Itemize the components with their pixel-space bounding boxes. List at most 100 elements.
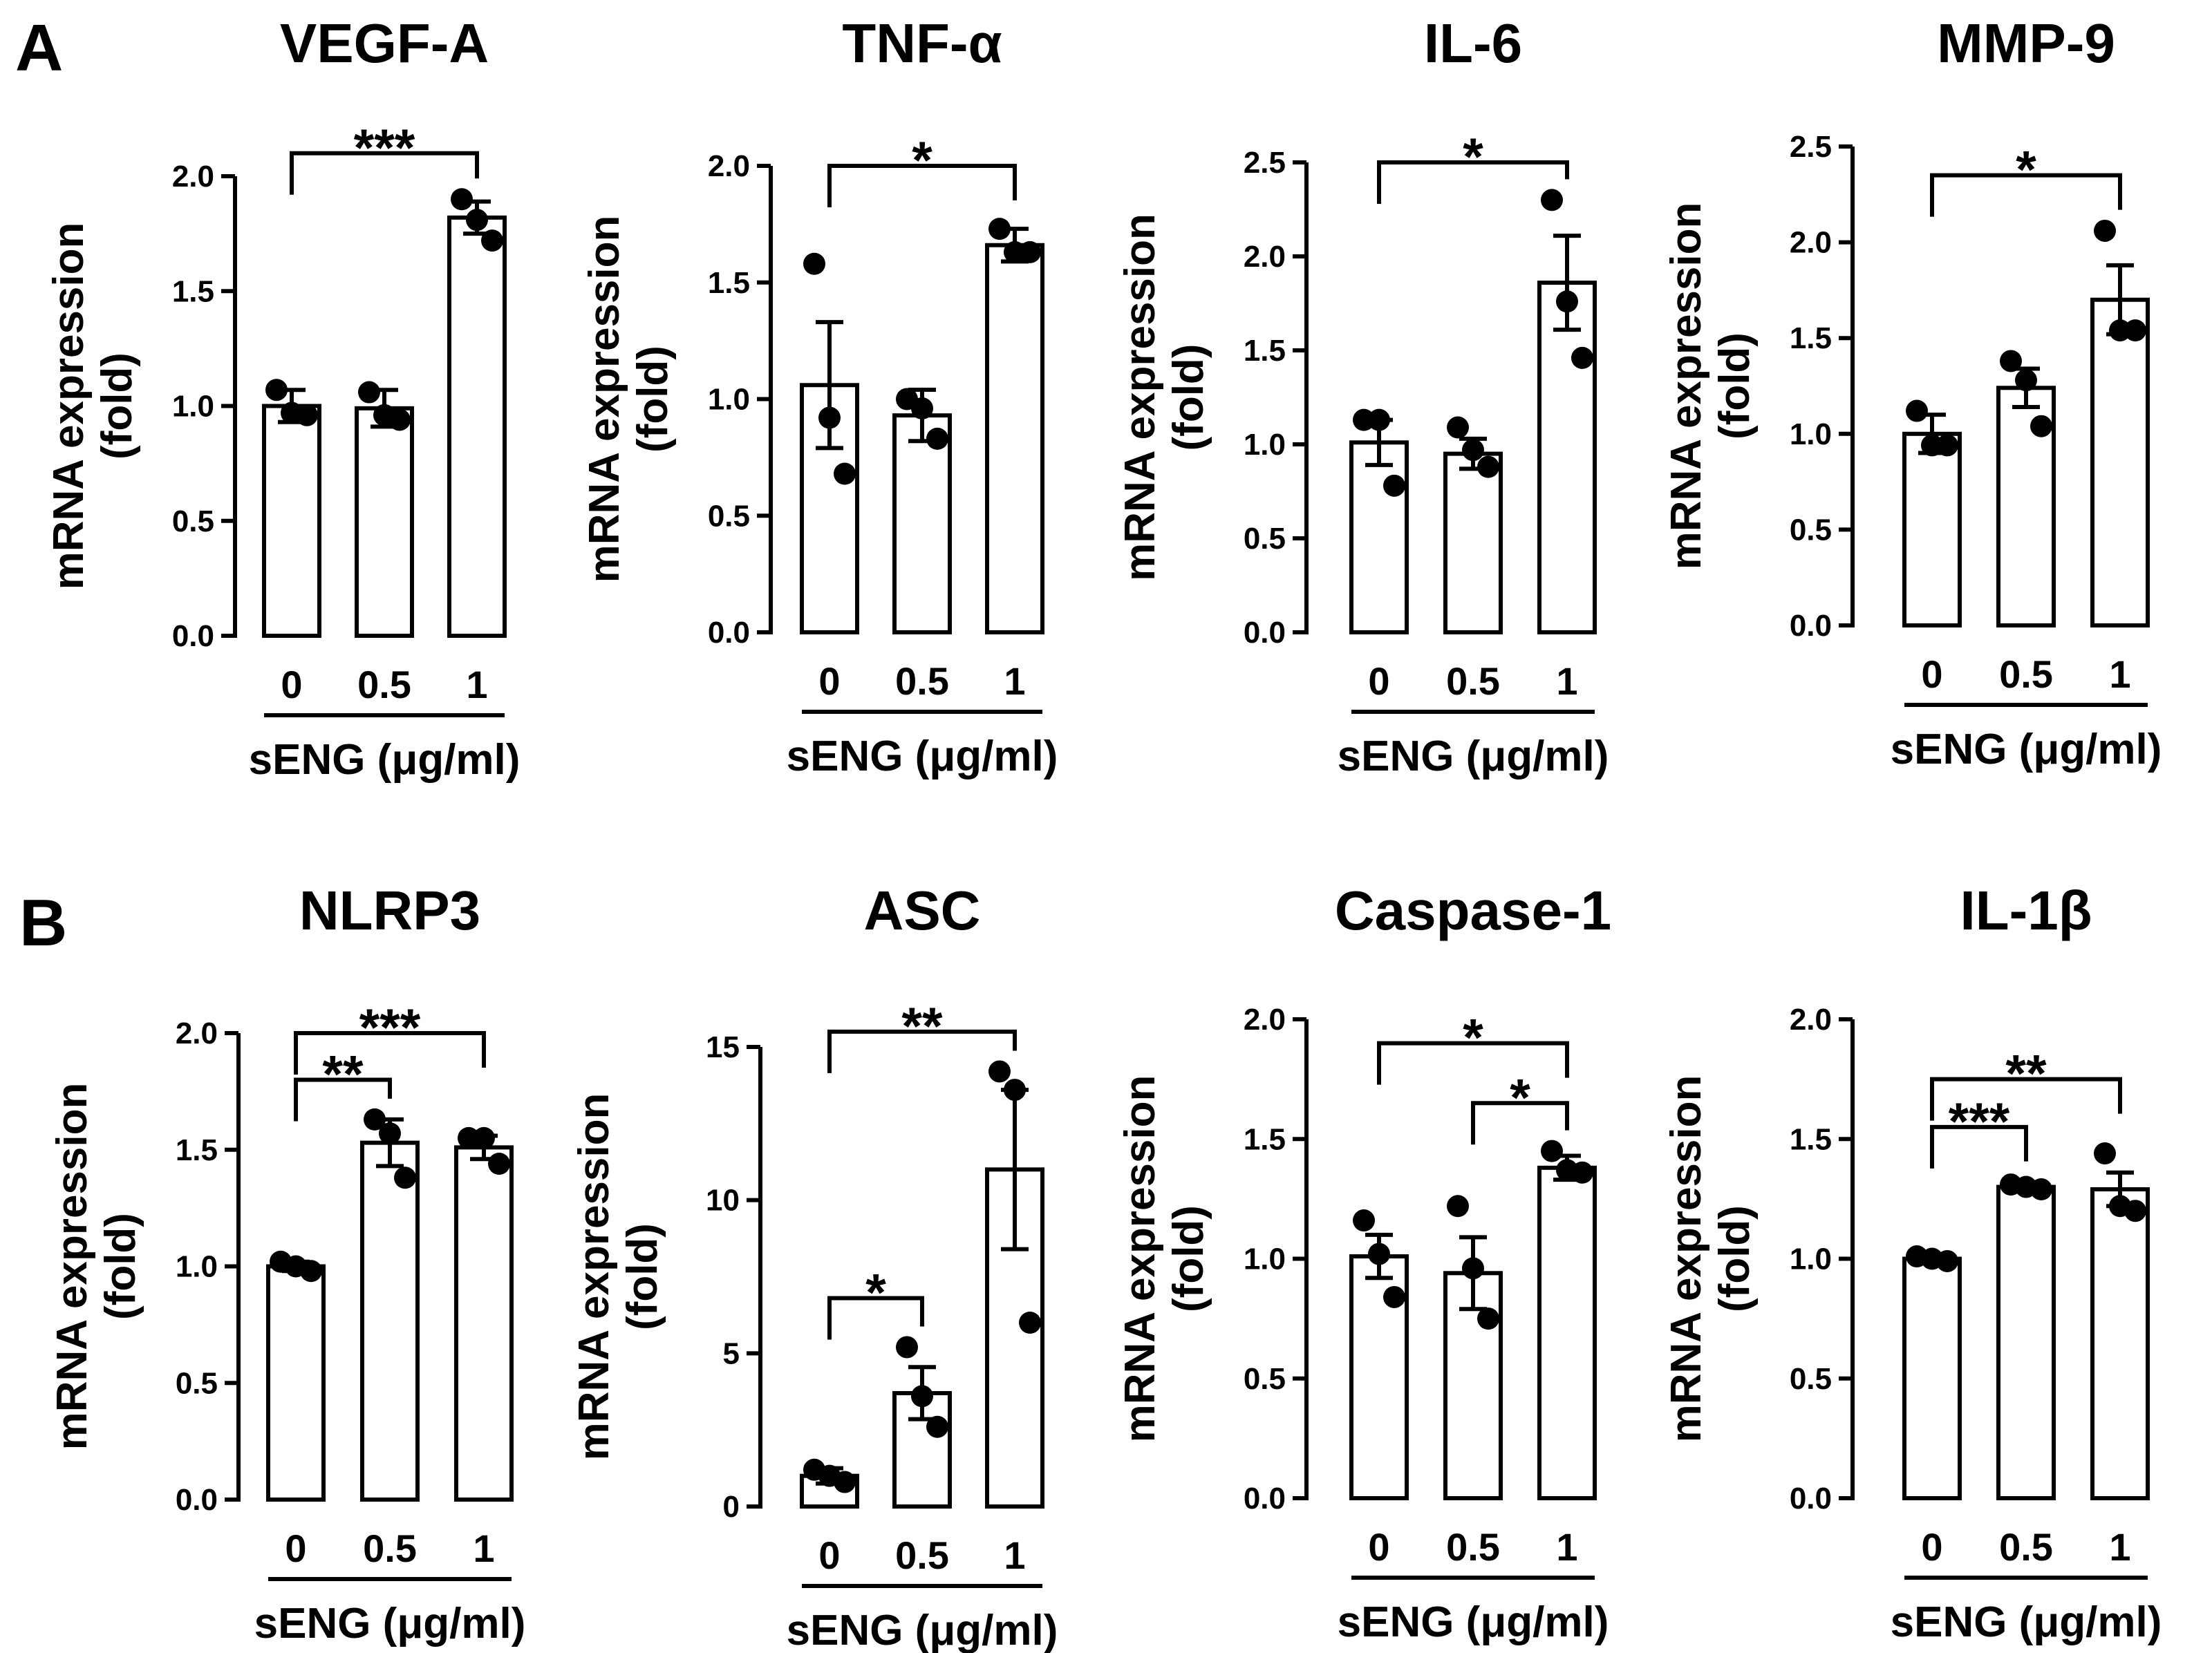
y-tick-label: 2.0 [1790, 226, 1832, 260]
y-axis-label: mRNA expression [45, 223, 93, 590]
chart-3: IL-6 0.0 0.5 1.0 1.5 2.0 2.5 mRNA expression (fo… [1116, 12, 1609, 780]
significance-bracket [1471, 1101, 1569, 1145]
significance-bracket [827, 1029, 1017, 1073]
y-axis-label-unit: (fold) [93, 352, 141, 460]
bar-0.5 [892, 413, 952, 634]
data-point [988, 218, 1011, 240]
data-point [2015, 369, 2037, 392]
x-tick-label: 1 [2109, 1525, 2130, 1569]
x-tick-label: 0 [1921, 1525, 1942, 1569]
data-point [1447, 416, 1469, 439]
y-tick-label: 1.5 [1790, 1122, 1832, 1156]
x-tick-label: 1 [1556, 659, 1577, 703]
bar-1 [1537, 281, 1597, 634]
y-tick-label: 1.0 [172, 390, 214, 424]
data-point [1462, 439, 1484, 462]
y-tick-label: 2.0 [1790, 1003, 1832, 1037]
y-tick-label: 2.5 [1790, 130, 1832, 164]
significance-bracket [1930, 1077, 2122, 1121]
data-point [1353, 408, 1375, 431]
chart-title: IL-6 [1424, 12, 1522, 74]
y-tick-label: 0 [723, 1490, 740, 1524]
x-tick-label: 1 [473, 1527, 494, 1570]
data-point [394, 1166, 416, 1189]
y-tick-label: 1.5 [1790, 321, 1832, 355]
chart-title: IL-1β [1960, 880, 2092, 941]
y-axis-label: mRNA expression [1116, 1075, 1164, 1443]
data-point [300, 1260, 322, 1283]
data-point [2109, 319, 2131, 342]
significance-label: ** [901, 997, 943, 1056]
bar-0.5 [1443, 451, 1503, 634]
data-point [1368, 408, 1390, 431]
data-point [473, 1126, 495, 1149]
y-tick-label: 2.0 [1244, 240, 1286, 274]
y-tick-label: 0.0 [708, 616, 750, 650]
x-tick-label: 1 [1004, 659, 1025, 703]
x-tick-label: 0.5 [1999, 652, 2053, 696]
significance-bracket [294, 1077, 392, 1122]
data-point [388, 408, 411, 431]
bar-0 [262, 404, 321, 638]
significance-label: * [865, 1264, 886, 1323]
x-tick-label: 1 [1004, 1533, 1025, 1577]
x-tick-label: 0 [818, 1533, 840, 1577]
x-tick-label: 0 [281, 663, 302, 706]
x-tick-label: 0.5 [1999, 1525, 2053, 1569]
y-tick-label: 0.5 [176, 1366, 218, 1400]
y-tick-label: 2.0 [176, 1017, 218, 1050]
y-tick-label: 1.5 [172, 274, 214, 308]
data-point [364, 1108, 386, 1131]
y-tick-label: 15 [706, 1030, 740, 1064]
significance-bracket [1930, 1124, 2028, 1169]
significance-bracket [1377, 160, 1569, 204]
data-point [911, 397, 933, 419]
y-tick-label: 10 [706, 1184, 740, 1218]
data-point [896, 1336, 918, 1359]
x-axis-label: sENG (μg/ml) [254, 1600, 526, 1647]
y-tick-label: 0.0 [1244, 1482, 1286, 1515]
y-axis-label-unit: (fold) [1165, 1205, 1212, 1312]
y-axis-label-unit: (fold) [619, 1223, 666, 1330]
chart-5: NLRP3 0.0 0.5 1.0 1.5 2.0 mRNA expression (fold… [48, 880, 525, 1647]
x-axis-label: sENG (μg/ml) [1891, 726, 2162, 773]
x-axis-label: sENG (μg/ml) [787, 1607, 1058, 1653]
data-point [488, 1153, 510, 1175]
data-point [379, 1122, 401, 1145]
data-point [1462, 1257, 1484, 1280]
x-tick-label: 0.5 [357, 663, 411, 706]
y-tick-label: 1.5 [1244, 1122, 1286, 1156]
chart-4: MMP-9 0.0 0.5 1.0 1.5 2.0 2.5 mRNA expression (f… [1662, 12, 2162, 773]
y-axis-label: mRNA expression [581, 216, 628, 583]
y-tick-label: 1.0 [1244, 1243, 1286, 1276]
bar-0 [1902, 1256, 1962, 1500]
y-tick-label: 1.0 [1790, 1243, 1832, 1276]
y-tick-label: 1.5 [1244, 334, 1286, 368]
significance-bracket [290, 151, 479, 195]
y-axis-label-unit: (fold) [629, 346, 677, 453]
y-axis-label-unit: (fold) [97, 1213, 144, 1320]
chart-title: VEGF-A [280, 12, 489, 74]
x-tick-label: 0.5 [1446, 1525, 1500, 1569]
y-axis-label: mRNA expression [570, 1093, 618, 1461]
y-tick-label: 2.5 [1244, 146, 1286, 180]
data-point [1004, 240, 1026, 263]
chart-title: MMP-9 [1937, 12, 2115, 74]
bar-1 [1537, 1165, 1597, 1500]
y-axis-label: mRNA expression [48, 1083, 96, 1451]
data-point [358, 381, 380, 404]
x-tick-label: 0.5 [895, 1533, 949, 1577]
significance-label: * [912, 131, 932, 190]
significance-bracket [827, 164, 1017, 207]
data-point [2124, 319, 2146, 342]
data-point [2030, 415, 2052, 437]
y-tick-label: 0.5 [708, 499, 750, 533]
y-tick-label: 0.5 [1790, 513, 1832, 547]
y-tick-label: 2.0 [1244, 1003, 1286, 1037]
panel-letter-a: A [15, 11, 63, 85]
data-point [1556, 290, 1578, 313]
bar-1 [447, 215, 507, 639]
y-axis-label-unit: (fold) [1165, 344, 1212, 451]
panel-letter-b: B [19, 886, 67, 960]
data-point [2030, 1178, 2052, 1201]
